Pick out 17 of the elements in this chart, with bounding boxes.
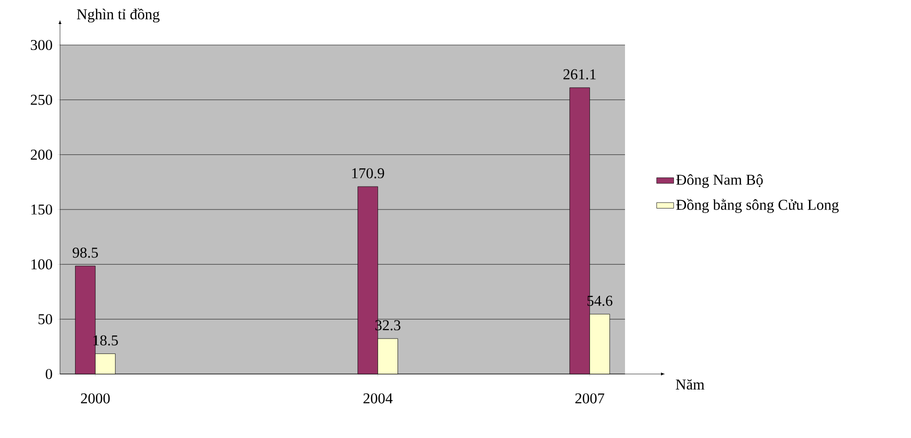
x-axis-title: Năm [676,379,704,390]
data-label: 261.1 [563,69,596,80]
y-tick-label: 50 [38,314,52,324]
y-tick-label: 150 [31,204,52,215]
y-tick-label: 100 [31,259,52,270]
legend-label: Đông Nam Bộ [676,174,763,188]
x-tick-label: 2007 [575,393,604,404]
y-axis-title: Nghìn tỉ đồng [76,8,160,22]
y-tick-label: 0 [46,368,52,380]
data-label: 170.9 [352,168,384,178]
y-tick-label: 200 [30,150,52,160]
y-tick-label: 250 [30,94,52,105]
y-tick-label: 300 [30,40,52,50]
x-tick-label: 2004 [363,393,393,404]
data-label: 98.5 [72,248,98,258]
x-tick-label: 2000 [80,393,110,404]
legend-label: Đồng bằng sông Cửu Long [676,198,839,213]
